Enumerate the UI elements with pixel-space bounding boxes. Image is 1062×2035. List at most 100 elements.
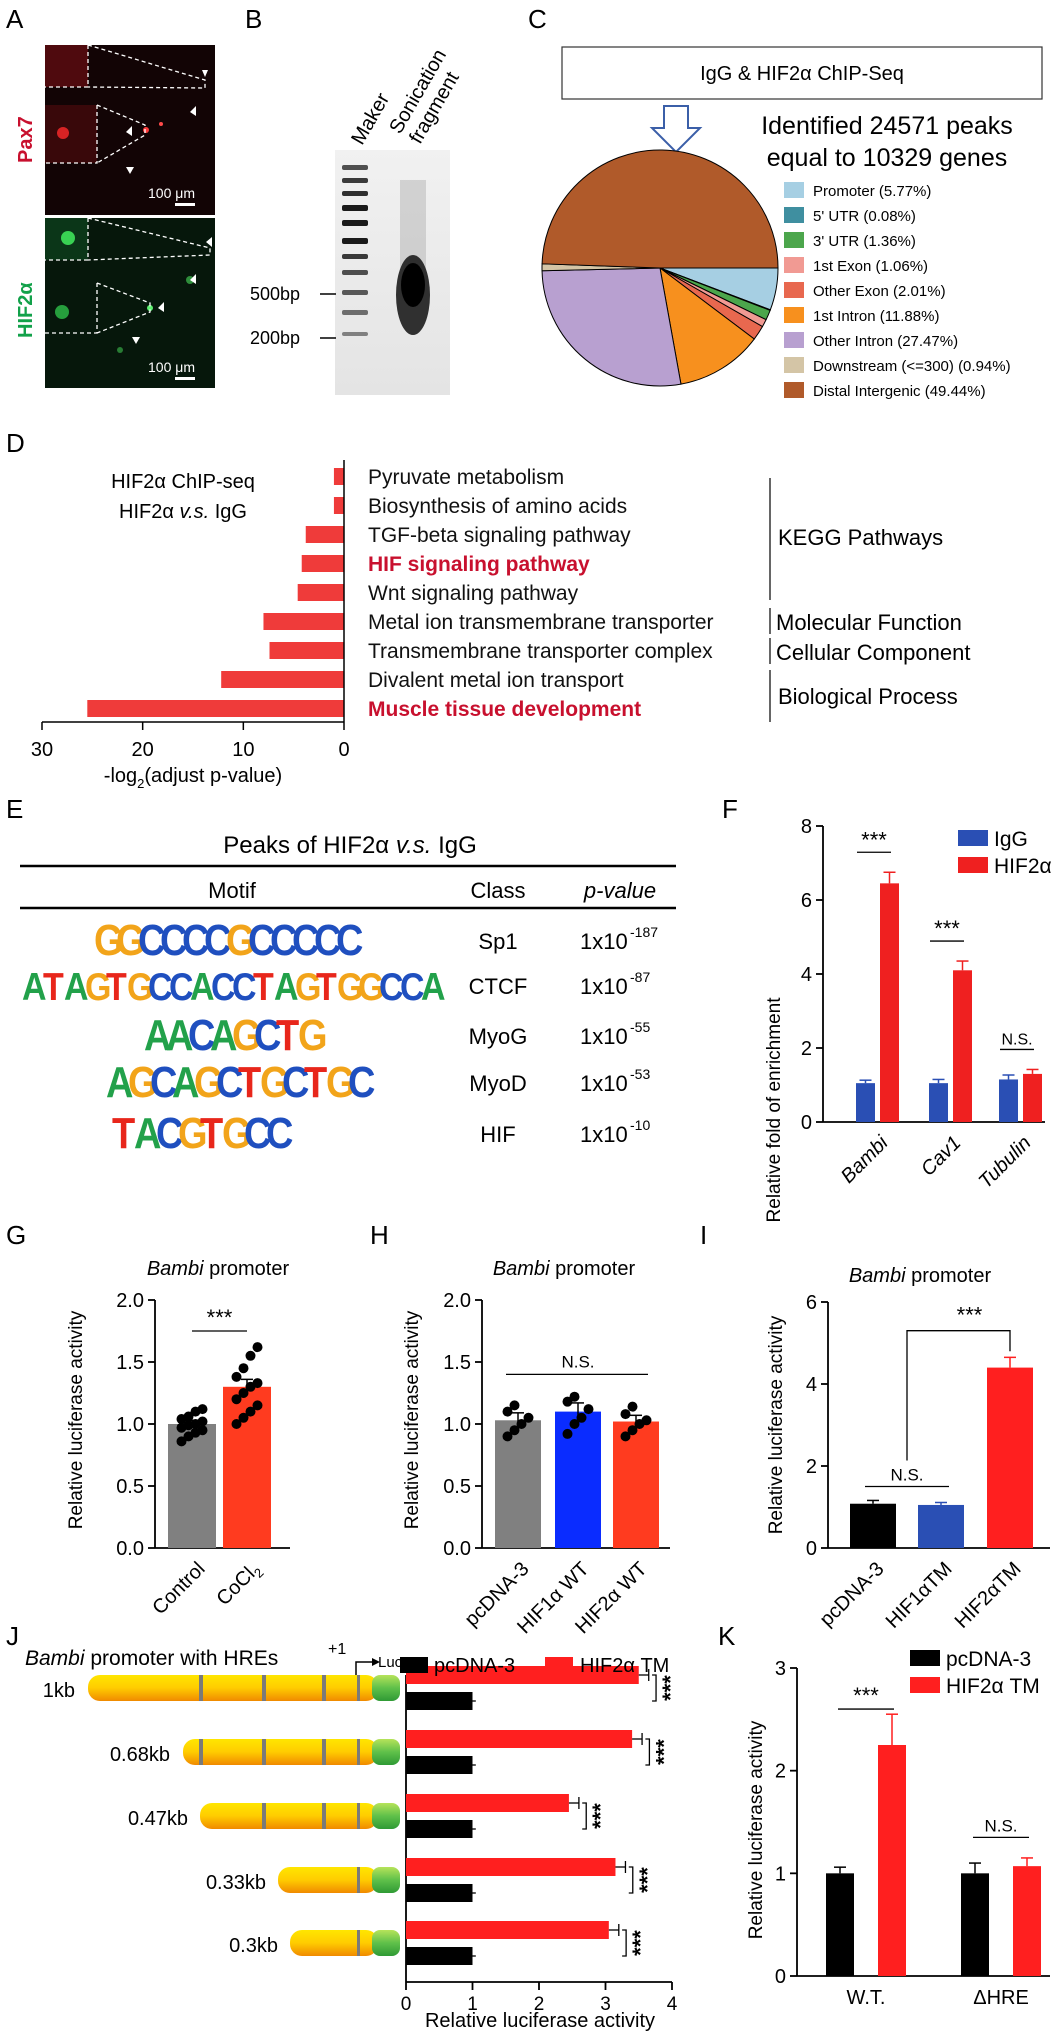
data-point bbox=[576, 1412, 587, 1423]
significance-bracket bbox=[582, 1802, 587, 1830]
promoter-construct bbox=[200, 1803, 378, 1829]
hre-deletion-bar-chart: 0 1 2 3 W.T. ΔHRE *** N.S. pcDNA-3 HIF2α TM bbox=[775, 1648, 1050, 2009]
col-header-class: Class bbox=[470, 878, 525, 903]
pax7-inset bbox=[45, 45, 88, 87]
promoter-constructs: 1kb 0.68kb 0.47kb 0.33kb 0.3kb bbox=[43, 1675, 400, 1957]
motif-letter: T bbox=[106, 965, 127, 1009]
bar bbox=[168, 1424, 216, 1548]
panel-i: Bambi promoter Relative luciferase activ… bbox=[766, 1265, 1050, 1633]
x-tick-label: Bambi bbox=[837, 1132, 893, 1188]
pax7-nucleus bbox=[143, 127, 149, 133]
legend-label: Downstream (<=300) (0.94%) bbox=[813, 358, 1011, 375]
legend-swatch bbox=[784, 382, 804, 398]
bar bbox=[918, 1504, 964, 1548]
panel-d: HIF2α ChIP-seq HIF2α v.s. IgG Pyruvate m… bbox=[31, 460, 970, 791]
x-tick-label: 0 bbox=[401, 1994, 412, 2015]
hre-site bbox=[262, 1675, 266, 1701]
motif-letter: C bbox=[169, 965, 194, 1009]
y-tick-label: 3 bbox=[775, 1658, 786, 1680]
significance-bracket bbox=[652, 1674, 657, 1702]
panel-j: Bambi promoter with HREs +1 Luc 1kb 0.68k… bbox=[25, 1641, 683, 2032]
motif-pvalue: 1x10 bbox=[580, 929, 628, 954]
data-point bbox=[627, 1401, 638, 1412]
pathway-bar-chart: Pyruvate metabolism Biosynthesis of amino… bbox=[87, 460, 714, 722]
hif2a-nucleus bbox=[61, 231, 75, 245]
hre-site bbox=[199, 1675, 203, 1701]
panel-e: Peaks of HIF2α v.s. IgG Motif Class p-va… bbox=[20, 832, 676, 1158]
motif-letter: A bbox=[106, 1058, 133, 1107]
pathway-bar bbox=[297, 584, 344, 601]
motif-pvalue-exponent: -10 bbox=[630, 1117, 650, 1133]
motif-letter: C bbox=[248, 916, 275, 965]
bar bbox=[406, 1730, 633, 1748]
y-tick-label: 2.0 bbox=[443, 1290, 471, 1312]
panel-letter-h: H bbox=[370, 1220, 389, 1250]
panel-letter-g: G bbox=[6, 1220, 26, 1250]
y-axis-label: Relative fold of enrichment bbox=[764, 997, 785, 1223]
tss-label: +1 bbox=[328, 1641, 346, 1658]
motif-letter: G bbox=[226, 916, 256, 965]
bar bbox=[999, 1079, 1018, 1122]
bar bbox=[406, 1794, 569, 1812]
bar bbox=[406, 1756, 473, 1774]
hre-site bbox=[357, 1675, 360, 1701]
motif-letter: A bbox=[166, 1011, 193, 1060]
pathway-bar bbox=[263, 613, 344, 630]
x-tick-label: Control bbox=[148, 1558, 209, 1619]
luciferase-box bbox=[372, 1867, 400, 1893]
scale-bar bbox=[175, 377, 195, 380]
x-tick-label: 1 bbox=[467, 1994, 478, 2015]
legend-label: Promoter (5.77%) bbox=[813, 183, 931, 200]
hif2a-dashed-outline bbox=[45, 217, 211, 334]
legend-swatch bbox=[545, 1657, 573, 1673]
hif2a-nucleus bbox=[55, 305, 69, 319]
pie-legend: Promoter (5.77%) 5' UTR (0.08%) 3' UTR (1.… bbox=[784, 182, 1011, 400]
legend-label: 1st Intron (11.88%) bbox=[813, 308, 939, 325]
legend-label: HIF2α bbox=[994, 855, 1052, 878]
bar bbox=[555, 1411, 601, 1548]
marker-500bp: 500bp bbox=[250, 284, 300, 304]
legend-swatch bbox=[784, 207, 804, 223]
data-point bbox=[238, 1388, 249, 1398]
motif-letter: T bbox=[43, 965, 64, 1009]
pathway-label: HIF signaling pathway bbox=[368, 553, 590, 576]
motif-table-title: Peaks of HIF2α v.s. IgG bbox=[223, 832, 477, 859]
legend-label: pcDNA-3 bbox=[434, 1655, 515, 1677]
construct-label: 0.3kb bbox=[229, 1935, 278, 1957]
significance-label: *** bbox=[853, 1683, 879, 1708]
deletion-bar-chart: 0 1 2 3 4 *** *** *** *** *** pcDNA-3 HIF2α TM bbox=[400, 1655, 683, 2015]
data-point bbox=[238, 1412, 249, 1423]
pathway-label: Metal ion transmembrane transporter bbox=[368, 611, 714, 634]
motif-letter: A bbox=[421, 965, 446, 1009]
y-axis-label: Relative luciferase activity bbox=[66, 1310, 87, 1529]
legend-label: IgG bbox=[994, 828, 1028, 851]
bar bbox=[987, 1367, 1033, 1548]
motif-letter: C bbox=[270, 916, 297, 965]
motif-letter: C bbox=[348, 1058, 375, 1107]
data-point bbox=[583, 1404, 594, 1415]
bar bbox=[880, 883, 899, 1122]
peaks-line2: equal to 10329 genes bbox=[767, 144, 1008, 172]
motif-letter: C bbox=[211, 965, 236, 1009]
bar bbox=[406, 1921, 609, 1939]
data-point bbox=[197, 1416, 208, 1427]
legend-swatch bbox=[910, 1677, 940, 1693]
panel-f: Relative fold of enrichment 0 2 4 6 8 *** Bamb… bbox=[764, 816, 1052, 1222]
bar bbox=[850, 1503, 896, 1548]
panel-letter-j: J bbox=[6, 1621, 19, 1651]
panel-letter-k: K bbox=[718, 1621, 736, 1651]
luciferase-box bbox=[372, 1930, 400, 1956]
motif-letter: C bbox=[188, 1011, 215, 1060]
legend-swatch bbox=[784, 332, 804, 348]
marker-lane bbox=[342, 165, 368, 336]
y-tick-label: 2.0 bbox=[116, 1290, 144, 1312]
significance-label: *** bbox=[658, 1675, 683, 1701]
panel-letter-c: C bbox=[528, 4, 547, 34]
group-label: Biological Process bbox=[778, 684, 958, 709]
y-tick-label: 6 bbox=[801, 890, 812, 912]
motif-pvalue-exponent: -187 bbox=[630, 924, 658, 940]
motif-letter: G bbox=[326, 1058, 356, 1107]
y-axis-label: Relative luciferase activity bbox=[746, 1720, 767, 1939]
y-tick-label: 1.0 bbox=[443, 1414, 471, 1436]
legend-label: HIF2α TM bbox=[580, 1655, 669, 1677]
